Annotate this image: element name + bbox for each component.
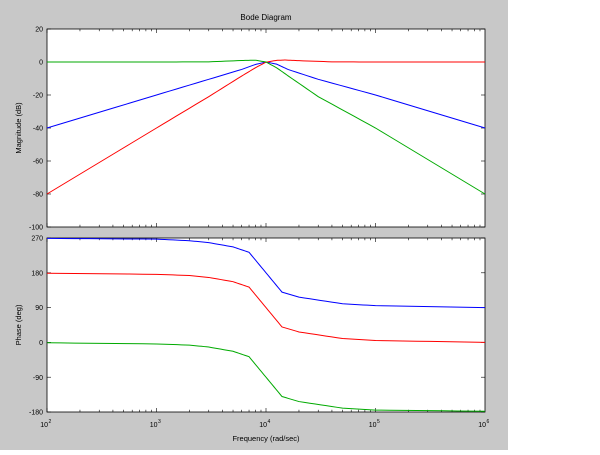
magnitude-axis-label: Magnitude (dB) — [14, 102, 23, 154]
magnitude-y-tick-label: -60 — [33, 159, 43, 166]
phase-axis-label: Phase (deg) — [14, 304, 23, 345]
magnitude-series-3-line — [47, 59, 486, 195]
x-axis-label: Frequency (rad/sec) — [232, 434, 300, 443]
phase-series-2-line — [46, 272, 486, 343]
x-tick-label-exponent: 4 — [268, 419, 271, 425]
chart-title: Bode Diagram — [240, 13, 291, 22]
x-tick-label-base: 10 — [369, 422, 377, 429]
magnitude-y-tick-label: -20 — [33, 93, 43, 100]
magnitude-y-tick-label: -40 — [33, 126, 43, 133]
phase-series-3-line — [46, 342, 486, 412]
magnitude-y-tick-labels: -100 -80 -60 -40 -20 0 20 — [29, 27, 43, 232]
phase-y-tick-label: 90 — [35, 305, 43, 312]
phase-y-tick-labels: -180 -90 0 90 180 270 — [29, 236, 43, 417]
x-tick-label-exponent: 2 — [49, 419, 52, 425]
x-tick-label-base: 10 — [478, 422, 486, 429]
phase-plot-area — [46, 237, 486, 413]
phase-series-1-line — [46, 237, 486, 309]
x-tick-label-exponent: 3 — [158, 419, 161, 425]
x-tick-label-exponent: 5 — [377, 419, 380, 425]
x-tick-label-exponent: 6 — [487, 419, 490, 425]
magnitude-y-tick-label: -80 — [33, 192, 43, 199]
x-tick-label-base: 10 — [259, 422, 267, 429]
bode-figure: Bode Diagram -100 -80 -60 -40 -20 0 20 Magnitu… — [0, 0, 508, 450]
magnitude-y-tick-label: -100 — [29, 225, 43, 232]
phase-y-tick-label: 0 — [39, 340, 43, 347]
phase-y-tick-label: 180 — [31, 270, 43, 277]
x-tick-label-base: 10 — [150, 422, 158, 429]
phase-series-group — [46, 237, 486, 412]
magnitude-y-tick-label: 0 — [39, 60, 43, 67]
phase-y-tick-label: 270 — [31, 236, 43, 243]
phase-y-tick-label: -180 — [29, 410, 43, 417]
phase-y-tick-label: -90 — [33, 375, 43, 382]
magnitude-y-tick-label: 20 — [35, 27, 43, 34]
magnitude-series-group — [46, 59, 486, 195]
magnitude-plot-area — [46, 28, 486, 228]
magnitude-series-2-line — [46, 59, 485, 195]
x-tick-label-base: 10 — [40, 422, 48, 429]
x-tick-labels: 10 2 10 3 10 4 10 5 10 6 — [40, 419, 489, 429]
